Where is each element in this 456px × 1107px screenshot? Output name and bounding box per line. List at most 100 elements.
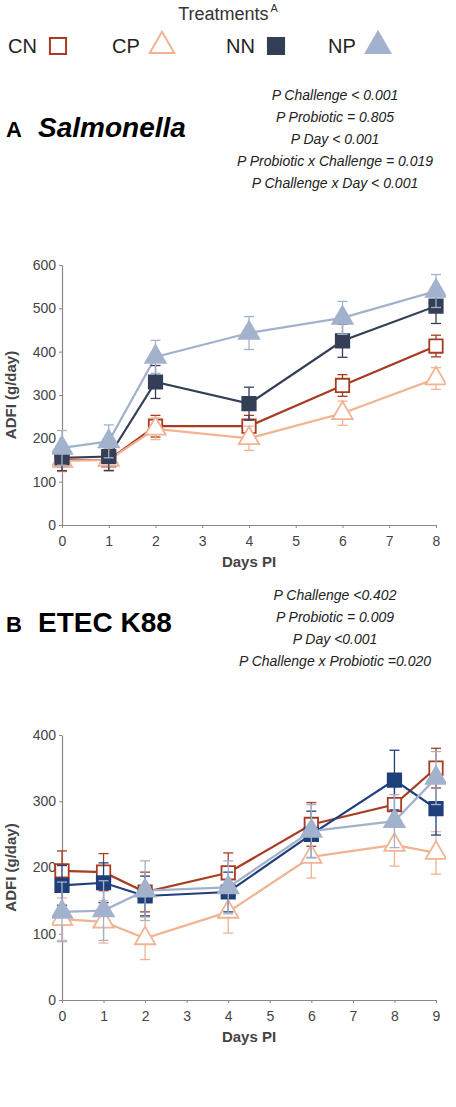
tick: 500 — [33, 300, 62, 316]
series-lines — [62, 768, 436, 938]
tick-mark — [59, 1000, 62, 1001]
tick-label: 4 — [246, 533, 254, 549]
tick-mark — [187, 1000, 188, 1003]
tick-label: 7 — [349, 1008, 357, 1024]
tick-label: 0 — [59, 533, 67, 549]
legend-label: NP — [328, 35, 356, 57]
error-bar-cap — [431, 307, 441, 308]
legend-swatch — [366, 32, 391, 53]
x-axis-title: Days PI — [222, 553, 276, 570]
error-bar-cap — [151, 398, 161, 399]
tick-label: 0 — [59, 1008, 67, 1024]
tick-label: 600 — [33, 257, 57, 273]
error-bar-cap — [431, 804, 441, 805]
error-bar-cap — [223, 860, 233, 861]
error-bar-cap — [99, 942, 109, 943]
marker — [52, 900, 72, 918]
tick-mark — [270, 1000, 271, 1003]
tick-mark — [228, 1000, 229, 1003]
tick: 300 — [33, 387, 62, 403]
error-bar-cap — [140, 860, 150, 861]
error-bar-cap — [223, 932, 233, 933]
marker — [336, 379, 349, 392]
tick-label: 1 — [105, 533, 113, 549]
error-bar-cap — [338, 374, 348, 375]
marker — [301, 819, 321, 837]
error-bar-cap — [104, 470, 114, 471]
legend-item: NN — [226, 35, 284, 57]
tick: 6 — [339, 525, 347, 549]
annotation: P Probiotic = 0.805 — [276, 109, 394, 125]
error-bar-cap — [223, 852, 233, 853]
annotation: P Challenge < 0.001 — [272, 87, 399, 103]
error-bar-cap — [306, 802, 316, 803]
plot: 01234567890100200300400 — [33, 727, 447, 1024]
marker — [239, 427, 259, 445]
marker — [429, 339, 442, 352]
tick: 9 — [433, 1000, 441, 1024]
tick: 8 — [433, 525, 441, 549]
tick-label: 2 — [152, 533, 160, 549]
legend-label: CN — [8, 35, 37, 57]
tick-mark — [436, 1000, 437, 1003]
marker — [99, 430, 119, 448]
tick: 1 — [100, 1000, 108, 1024]
marker — [239, 321, 259, 339]
tick-label: 500 — [33, 300, 57, 316]
tick-mark — [59, 352, 62, 353]
marker — [145, 345, 165, 363]
tick-mark — [109, 525, 110, 528]
legend: TreatmentsACNCPNNNP — [8, 2, 390, 57]
error-bar-cap — [151, 340, 161, 341]
tick-label: 6 — [339, 533, 347, 549]
tick-label: 3 — [199, 533, 207, 549]
tick-label: 1 — [100, 1008, 108, 1024]
error-bar-cap — [431, 834, 441, 835]
error-bar-cap — [431, 323, 441, 324]
tick-label: 6 — [308, 1008, 316, 1024]
marker — [426, 766, 446, 784]
error-bar-cap — [104, 470, 114, 471]
error-bar-cap — [306, 877, 316, 878]
tick: 400 — [33, 727, 62, 743]
marker — [426, 367, 446, 385]
tick: 2 — [142, 1000, 150, 1024]
error-bar-cap — [389, 794, 399, 795]
tick-label: 7 — [386, 533, 394, 549]
chart-title: Salmonella — [38, 112, 186, 143]
tick-mark — [156, 525, 157, 528]
error-bar-cap — [306, 804, 316, 805]
tick-mark — [59, 395, 62, 396]
tick-label: 5 — [292, 533, 300, 549]
error-bar-cap — [140, 920, 150, 921]
error-bar-cap — [431, 873, 441, 874]
legend-title: TreatmentsA — [178, 2, 278, 24]
error-bar-cap — [57, 941, 67, 942]
tick: 100 — [33, 926, 62, 942]
tick-label: 8 — [433, 533, 441, 549]
y-axis: 0100200300400500600 — [33, 257, 63, 533]
tick-label: 400 — [33, 344, 57, 360]
marker — [218, 876, 238, 894]
error-bar-cap — [431, 274, 441, 275]
tick: 600 — [33, 257, 62, 273]
tick-label: 3 — [183, 1008, 191, 1024]
tick: 4 — [225, 1000, 233, 1024]
marker — [384, 809, 404, 827]
error-bar-cap — [57, 471, 67, 472]
tick-mark — [59, 525, 62, 526]
error-bar-cap — [140, 959, 150, 960]
error-bar-cap — [57, 881, 67, 882]
error-bar-cap — [431, 748, 441, 749]
tick: 7 — [349, 1000, 357, 1024]
tick-mark — [202, 525, 203, 528]
marker — [149, 375, 162, 388]
error-bar-cap — [389, 750, 399, 751]
tick-label: 100 — [33, 474, 57, 490]
marker — [332, 306, 352, 324]
tick-mark — [59, 482, 62, 483]
tick: 0 — [59, 1000, 67, 1024]
error-bar-cap — [431, 389, 441, 390]
tick: 6 — [308, 1000, 316, 1024]
tick: 3 — [183, 1000, 191, 1024]
